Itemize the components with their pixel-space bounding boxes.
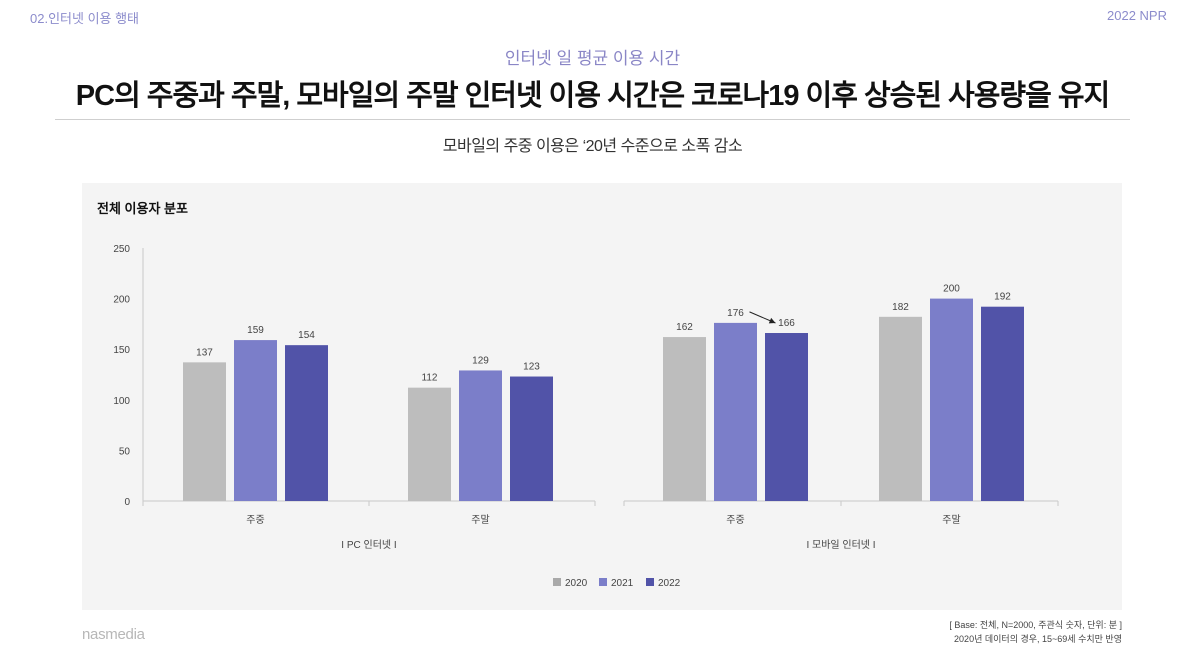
- bar: [930, 298, 973, 501]
- y-tick-label: 50: [119, 446, 131, 457]
- data-label: 159: [247, 325, 264, 336]
- data-label: 182: [892, 302, 909, 313]
- y-tick-label: 250: [113, 244, 130, 255]
- page-title: PC의 주중과 주말, 모바일의 주말 인터넷 이용 시간은 코로나19 이후 …: [75, 80, 1110, 112]
- legend-swatch: [599, 578, 607, 586]
- legend-swatch: [553, 578, 561, 586]
- legend-label: 2022: [658, 578, 681, 589]
- data-label: 129: [472, 355, 489, 366]
- y-tick-label: 200: [113, 295, 130, 306]
- bar: [879, 316, 922, 501]
- base-note-line1: [ Base: 전체, N=2000, 주관식 숫자, 단위: 분 ]: [949, 620, 1122, 630]
- report-label: 2022 NPR: [1107, 8, 1167, 23]
- data-label: 192: [994, 292, 1011, 303]
- title-divider: [55, 119, 1130, 120]
- data-label: 112: [422, 373, 438, 384]
- data-label: 123: [523, 362, 540, 373]
- bar: [510, 376, 553, 501]
- y-tick-label: 100: [113, 396, 130, 407]
- legend-label: 2020: [565, 578, 588, 589]
- x-tick-label: 주말: [942, 514, 960, 526]
- y-tick-label: 150: [113, 345, 130, 356]
- bar: [663, 337, 706, 501]
- bar: [714, 322, 757, 501]
- bar: [183, 362, 226, 501]
- annotation-arrowhead: [768, 317, 776, 324]
- section-label: 02.인터넷 이용 행태: [30, 11, 140, 26]
- data-label: 137: [196, 347, 213, 358]
- chart-title: 전체 이용자 분포: [97, 201, 188, 216]
- bar: [408, 387, 451, 501]
- legend-swatch: [646, 578, 654, 586]
- group-label: I 모바일 인터넷 I: [806, 539, 875, 551]
- x-tick-label: 주중: [246, 514, 264, 526]
- data-label: 200: [943, 284, 960, 295]
- x-tick-label: 주말: [471, 514, 489, 526]
- y-tick-label: 0: [124, 497, 130, 508]
- data-label: 166: [778, 318, 795, 329]
- base-note-line2: 2020년 데이터의 경우, 15~69세 수치만 반영: [954, 634, 1122, 644]
- page-subtitle: 모바일의 주중 이용은 ‘20년 수준으로 소폭 감소: [442, 138, 743, 155]
- base-note: [ Base: 전체, N=2000, 주관식 숫자, 단위: 분 ] 2020…: [949, 618, 1122, 646]
- data-label: 176: [727, 308, 744, 319]
- data-label: 162: [676, 322, 693, 333]
- legend-label: 2021: [611, 578, 634, 589]
- bar: [981, 306, 1024, 501]
- x-tick-label: 주중: [726, 514, 744, 526]
- data-label: 154: [298, 330, 315, 341]
- bar: [765, 333, 808, 501]
- bar: [234, 340, 277, 501]
- bar: [285, 345, 328, 501]
- group-label: I PC 인터넷 I: [341, 539, 396, 551]
- chart-topic: 인터넷 일 평균 이용 시간: [504, 49, 681, 68]
- brand-logo: nasmedia: [82, 626, 145, 643]
- bar: [459, 370, 502, 501]
